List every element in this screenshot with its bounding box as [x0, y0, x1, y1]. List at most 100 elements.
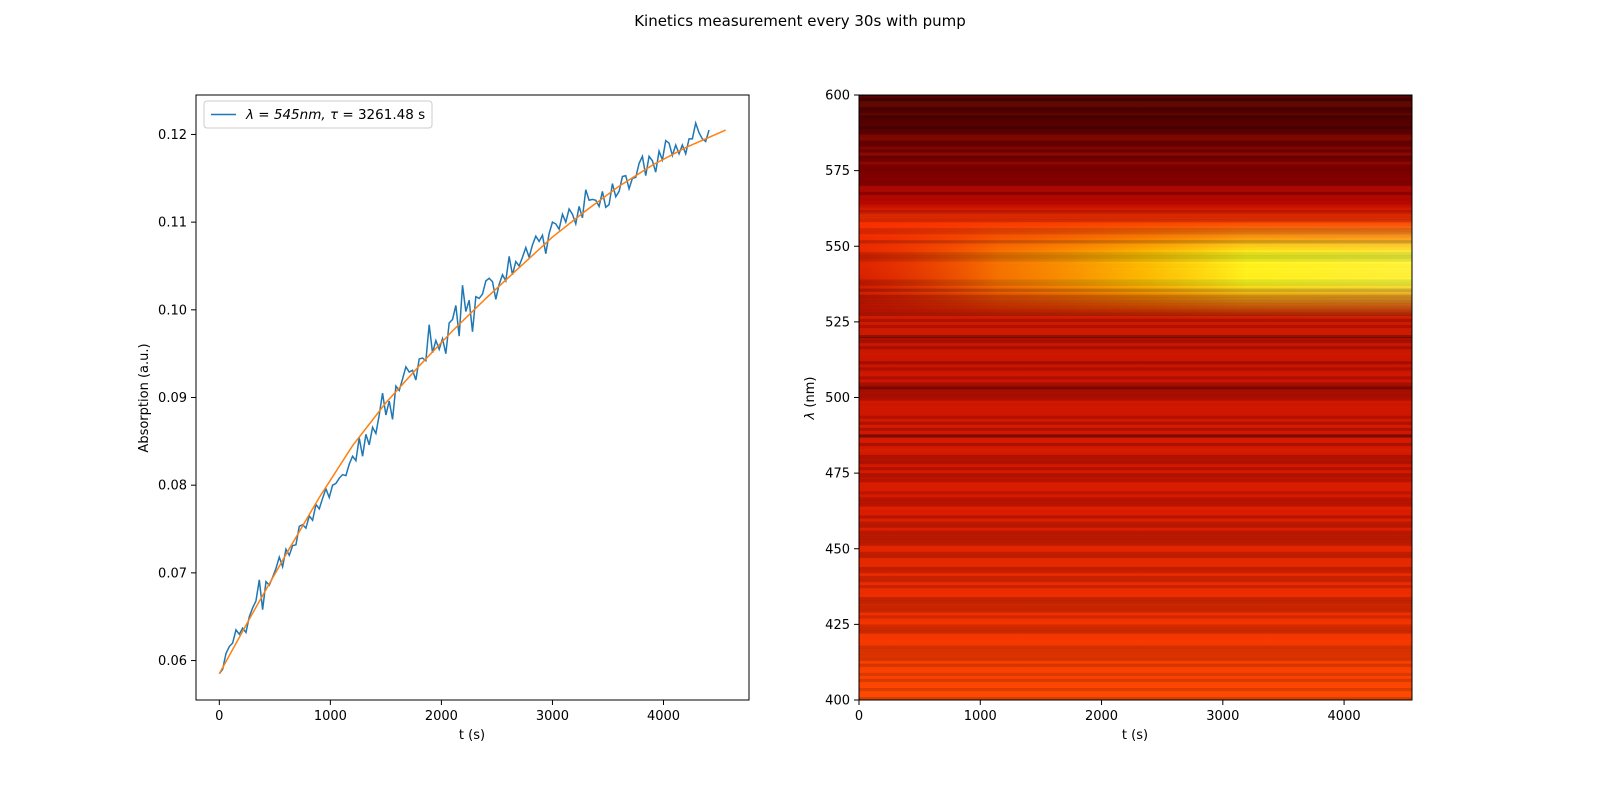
- heatmap-stripe: [859, 258, 1412, 262]
- heatmap-stripe: [859, 672, 1412, 676]
- heatmap-stripe: [859, 315, 1412, 320]
- heatmap-stripe: [859, 343, 1412, 347]
- heatmap-stripe: [859, 200, 1412, 205]
- kinetics-axes-frame: [195, 94, 750, 701]
- heatmap-stripe: [859, 270, 1412, 274]
- heatmap-stripe: [859, 639, 1412, 643]
- heatmap-stripe: [859, 554, 1412, 559]
- heatmap-stripe: [859, 415, 1412, 419]
- kinetics-plot-area: [196, 95, 749, 700]
- heatmap-dark-row: [859, 434, 1412, 438]
- heatmap-stripe: [859, 436, 1412, 441]
- heatmap-stripe: [859, 318, 1412, 323]
- heatmap-stripe: [859, 134, 1412, 138]
- heatmap-stripe: [859, 173, 1412, 177]
- heatmap-stripe: [859, 467, 1412, 471]
- kinetics-series: [218, 120, 726, 675]
- heatmap-stripe: [859, 188, 1412, 192]
- heatmap-stripe: [859, 255, 1412, 259]
- heatmap-ytick-label: 500: [825, 391, 850, 406]
- heatmap-stripe: [859, 337, 1412, 341]
- heatmap-stripe: [859, 391, 1412, 395]
- heatmap-stripe: [859, 107, 1412, 111]
- heatmap-bright-band: [859, 218, 1412, 318]
- heatmap-stripe: [859, 164, 1412, 168]
- heatmap-stripe: [859, 146, 1412, 150]
- kinetics-xtick-label: 4000: [647, 709, 680, 724]
- heatmap-stripe: [859, 222, 1412, 226]
- heatmap-xtick-label: 3000: [1206, 709, 1239, 724]
- kinetics-ytick-label: 0.10: [158, 303, 187, 318]
- heatmap-ytick-label: 450: [825, 542, 850, 557]
- heatmap-stripe: [859, 309, 1412, 313]
- heatmap-stripe: [859, 346, 1412, 350]
- heatmap-xtick-label: 1000: [964, 709, 997, 724]
- heatmap-stripe: [859, 288, 1412, 292]
- heatmap-stripe: [859, 551, 1412, 555]
- heatmap-stripe: [859, 161, 1412, 165]
- heatmap-stripe: [859, 228, 1412, 232]
- heatmap-stripe: [859, 433, 1412, 438]
- heatmap-ytick-label: 550: [825, 240, 850, 255]
- measured-series-line: [218, 120, 710, 675]
- heatmap-dark-row: [859, 114, 1412, 118]
- heatmap-stripe: [859, 264, 1412, 268]
- heatmap-stripe: [859, 633, 1412, 637]
- heatmap-stripe: [859, 231, 1412, 235]
- heatmap-stripe: [859, 612, 1412, 616]
- heatmap-stripe: [859, 512, 1412, 516]
- heatmap-stripe: [859, 458, 1412, 462]
- heatmap-stripe: [859, 249, 1412, 253]
- heatmap-stripe: [859, 297, 1412, 301]
- heatmap-stripe: [859, 367, 1412, 371]
- heatmap-stripe: [859, 687, 1412, 692]
- heatmap-stripe: [859, 461, 1412, 465]
- heatmap-stripe: [859, 524, 1412, 528]
- heatmap-stripe: [859, 388, 1412, 392]
- kinetics-xtick-label: 1000: [314, 709, 347, 724]
- heatmap-stripe: [859, 681, 1412, 686]
- heatmap-ylabel-unit: (nm): [803, 377, 818, 412]
- heatmap-stripe: [859, 119, 1412, 123]
- kinetics-ytick-label: 0.09: [158, 391, 187, 406]
- heatmap-stripe: [859, 515, 1412, 519]
- heatmap-stripe: [859, 506, 1412, 510]
- legend-box: [203, 100, 433, 129]
- heatmap-stripe: [859, 509, 1412, 513]
- heatmap-stripe: [859, 485, 1412, 489]
- heatmap-stripe: [859, 282, 1412, 286]
- heatmap-stripe: [859, 591, 1412, 595]
- heatmap-stripe: [859, 696, 1412, 700]
- heatmap-stripe: [859, 373, 1412, 377]
- heatmap-stripe: [859, 503, 1412, 507]
- heatmap-stripe: [859, 693, 1412, 698]
- heatmap-stripe: [859, 379, 1412, 383]
- heatmap-stripe: [859, 101, 1412, 105]
- heatmap-stripe: [859, 143, 1412, 147]
- heatmap-stripe: [859, 451, 1412, 456]
- heatmap-stripe: [859, 267, 1412, 271]
- heatmap-stripe: [859, 149, 1412, 153]
- heatmap-stripe: [859, 273, 1412, 277]
- heatmap-stripe: [859, 158, 1412, 162]
- heatmap-stripe: [859, 545, 1412, 549]
- heatmap-stripe: [859, 563, 1412, 568]
- heatmap-stripe: [859, 294, 1412, 298]
- heatmap-stripe: [859, 669, 1412, 673]
- heatmap-xtick-label: 4000: [1328, 709, 1361, 724]
- heatmap-stripe: [859, 216, 1412, 220]
- heatmap-stripe: [859, 585, 1412, 589]
- heatmap-stripe: [859, 657, 1412, 661]
- heatmap-stripe: [859, 409, 1412, 413]
- kinetics-panel: 0 1000 2000 3000 4000 0.06 0.07 0.08 0.09 0.10 0.1…: [137, 94, 750, 743]
- heatmap-stripe: [859, 497, 1412, 501]
- heatmap-stripe: [859, 104, 1412, 108]
- heatmap-stripe: [859, 194, 1412, 199]
- heatmap-stripe: [859, 333, 1412, 338]
- heatmap-stripe: [859, 167, 1412, 171]
- heatmap-stripe: [859, 588, 1412, 592]
- heatmap-stripe: [859, 128, 1412, 132]
- heatmap-stripe: [859, 473, 1412, 477]
- heatmap-stripe: [859, 621, 1412, 625]
